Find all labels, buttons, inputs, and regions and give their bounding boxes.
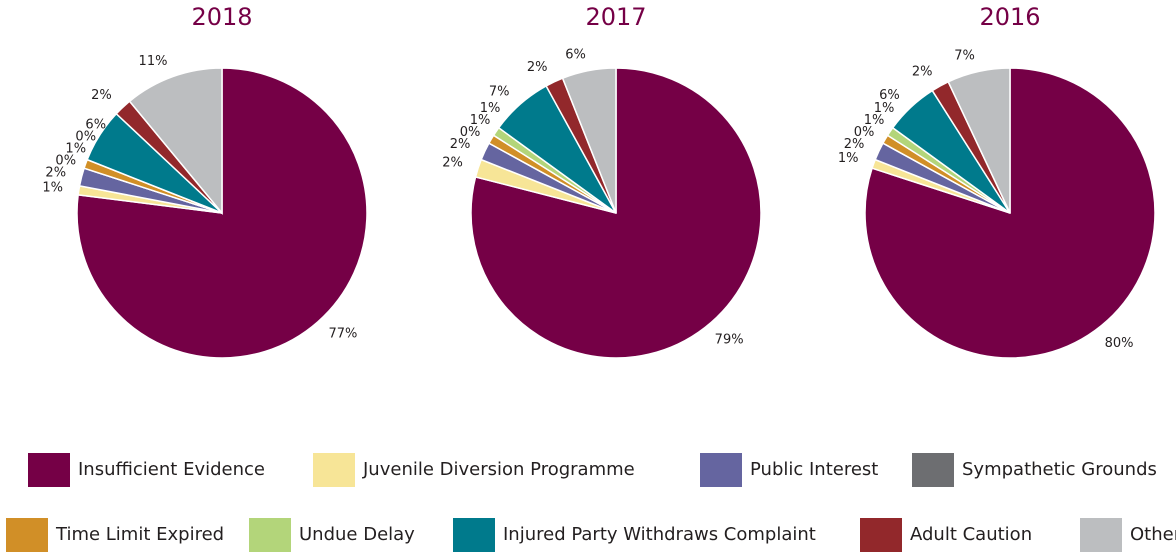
value-label: 7% [954, 48, 975, 63]
value-label: 2% [912, 64, 933, 79]
legend-swatch [1080, 518, 1122, 552]
legend-swatch [313, 453, 355, 487]
value-label: 2% [844, 137, 865, 152]
legend-label: Sympathetic Grounds [962, 459, 1157, 480]
value-label: 0% [460, 125, 481, 140]
value-label: 6% [879, 88, 900, 103]
legend-label: Undue Delay [299, 524, 415, 545]
legend-label: Adult Caution [910, 524, 1032, 545]
legend-label: Insufficient Evidence [78, 459, 265, 480]
value-label: 0% [75, 129, 96, 144]
pie-slice [947, 67, 1011, 214]
value-label: 1% [874, 101, 895, 116]
pie-slice [561, 67, 617, 214]
legend-swatch [453, 518, 495, 552]
value-label: 77% [328, 326, 357, 341]
value-label: 0% [854, 125, 875, 140]
value-label: 2% [450, 137, 471, 152]
value-label: 6% [565, 47, 586, 62]
legend-swatch [6, 518, 48, 552]
chart-title: 2018 [191, 3, 252, 31]
legend-swatch [249, 518, 291, 552]
legend-swatch [28, 453, 70, 487]
value-label: 0% [55, 153, 76, 168]
legend-swatch [700, 453, 742, 487]
value-label: 1% [480, 101, 501, 116]
legend-swatch [912, 453, 954, 487]
pie-slice [128, 67, 223, 216]
value-label: 7% [489, 85, 510, 100]
value-label: 1% [864, 113, 885, 128]
value-label: 1% [42, 180, 63, 195]
value-label: 80% [1105, 336, 1134, 351]
value-label: 1% [470, 113, 491, 128]
chart-title: 2016 [979, 3, 1040, 31]
legend-swatch [860, 518, 902, 552]
value-label: 1% [65, 141, 86, 156]
value-label: 6% [85, 117, 106, 132]
value-label: 2% [45, 165, 66, 180]
value-label: 79% [715, 333, 744, 348]
value-label: 11% [139, 54, 168, 69]
value-label: 2% [527, 60, 548, 75]
legend-label: Public Interest [750, 459, 878, 480]
legend-label: Juvenile Diversion Programme [362, 459, 635, 480]
value-label: 1% [838, 151, 859, 166]
value-label: 2% [91, 88, 112, 103]
legend-label: Other [1130, 524, 1176, 545]
value-label: 2% [442, 156, 463, 171]
legend-label: Time Limit Expired [55, 524, 224, 545]
chart-title: 2017 [585, 3, 646, 31]
legend-label: Injured Party Withdraws Complaint [503, 524, 816, 545]
pie-slice [76, 67, 368, 359]
